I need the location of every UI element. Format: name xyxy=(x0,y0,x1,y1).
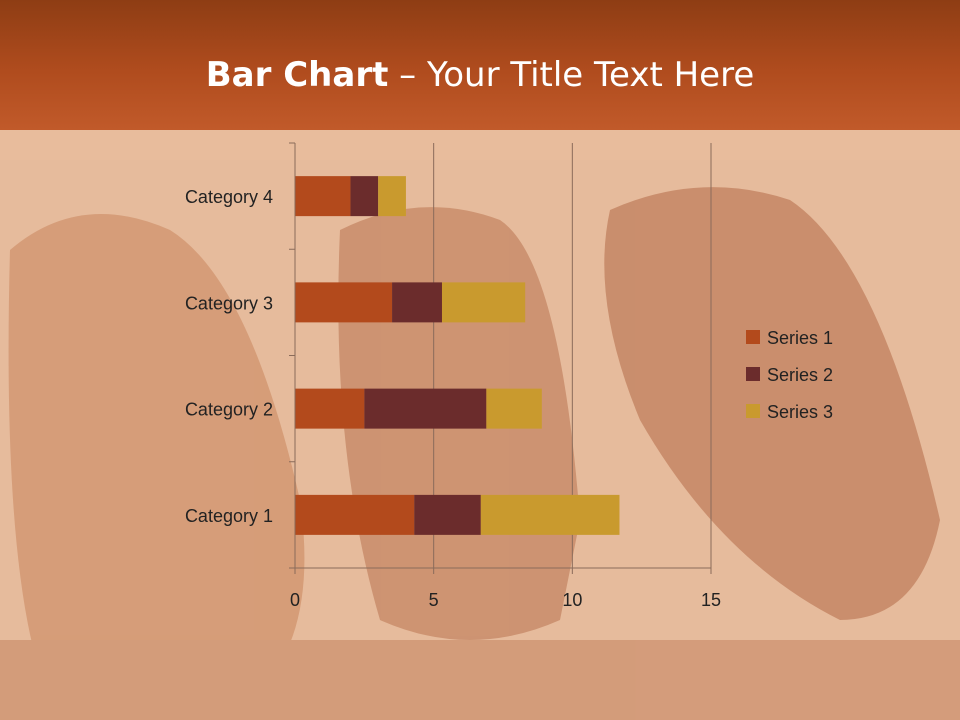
category-label: Category 4 xyxy=(185,187,273,207)
category-label: Category 1 xyxy=(185,506,273,526)
category-labels: Category 1 Category 2 Category 3 Category 4 xyxy=(185,187,273,526)
legend-label: Series 1 xyxy=(767,328,833,348)
bar-segment xyxy=(441,282,526,323)
title-bold: Bar Chart xyxy=(205,55,389,95)
axes xyxy=(289,142,712,574)
legend-label: Series 2 xyxy=(767,365,833,385)
legend-swatch xyxy=(746,404,760,418)
category-label: Category 2 xyxy=(185,400,273,420)
title-text: Your Title Text Here xyxy=(426,55,755,95)
bar-segment xyxy=(480,494,620,535)
bar-segment xyxy=(295,494,415,535)
bar-segment xyxy=(486,388,542,429)
legend-swatch xyxy=(746,330,760,344)
bar-segment xyxy=(414,494,481,535)
legend-swatch xyxy=(746,367,760,381)
bar-segment xyxy=(295,388,365,429)
category-label: Category 3 xyxy=(185,293,273,313)
legend-label: Series 3 xyxy=(767,402,833,422)
slide-title: Bar Chart – Your Title Text Here xyxy=(0,52,960,98)
bar-segment xyxy=(392,282,442,323)
x-tick-label: 5 xyxy=(429,590,439,610)
bars xyxy=(295,176,620,535)
tick-labels: 0 5 10 15 xyxy=(290,590,721,610)
bar-segment xyxy=(295,282,393,323)
title-separator: – xyxy=(388,55,427,95)
bar-segment xyxy=(364,388,487,429)
legend: Series 1 Series 2 Series 3 xyxy=(746,328,833,422)
title-banner xyxy=(0,0,960,130)
x-tick-label: 0 xyxy=(290,590,300,610)
x-tick-label: 10 xyxy=(562,590,582,610)
bar-segment xyxy=(378,176,406,217)
bar-segment xyxy=(350,176,379,217)
bar-segment xyxy=(295,176,351,217)
x-tick-label: 15 xyxy=(701,590,721,610)
